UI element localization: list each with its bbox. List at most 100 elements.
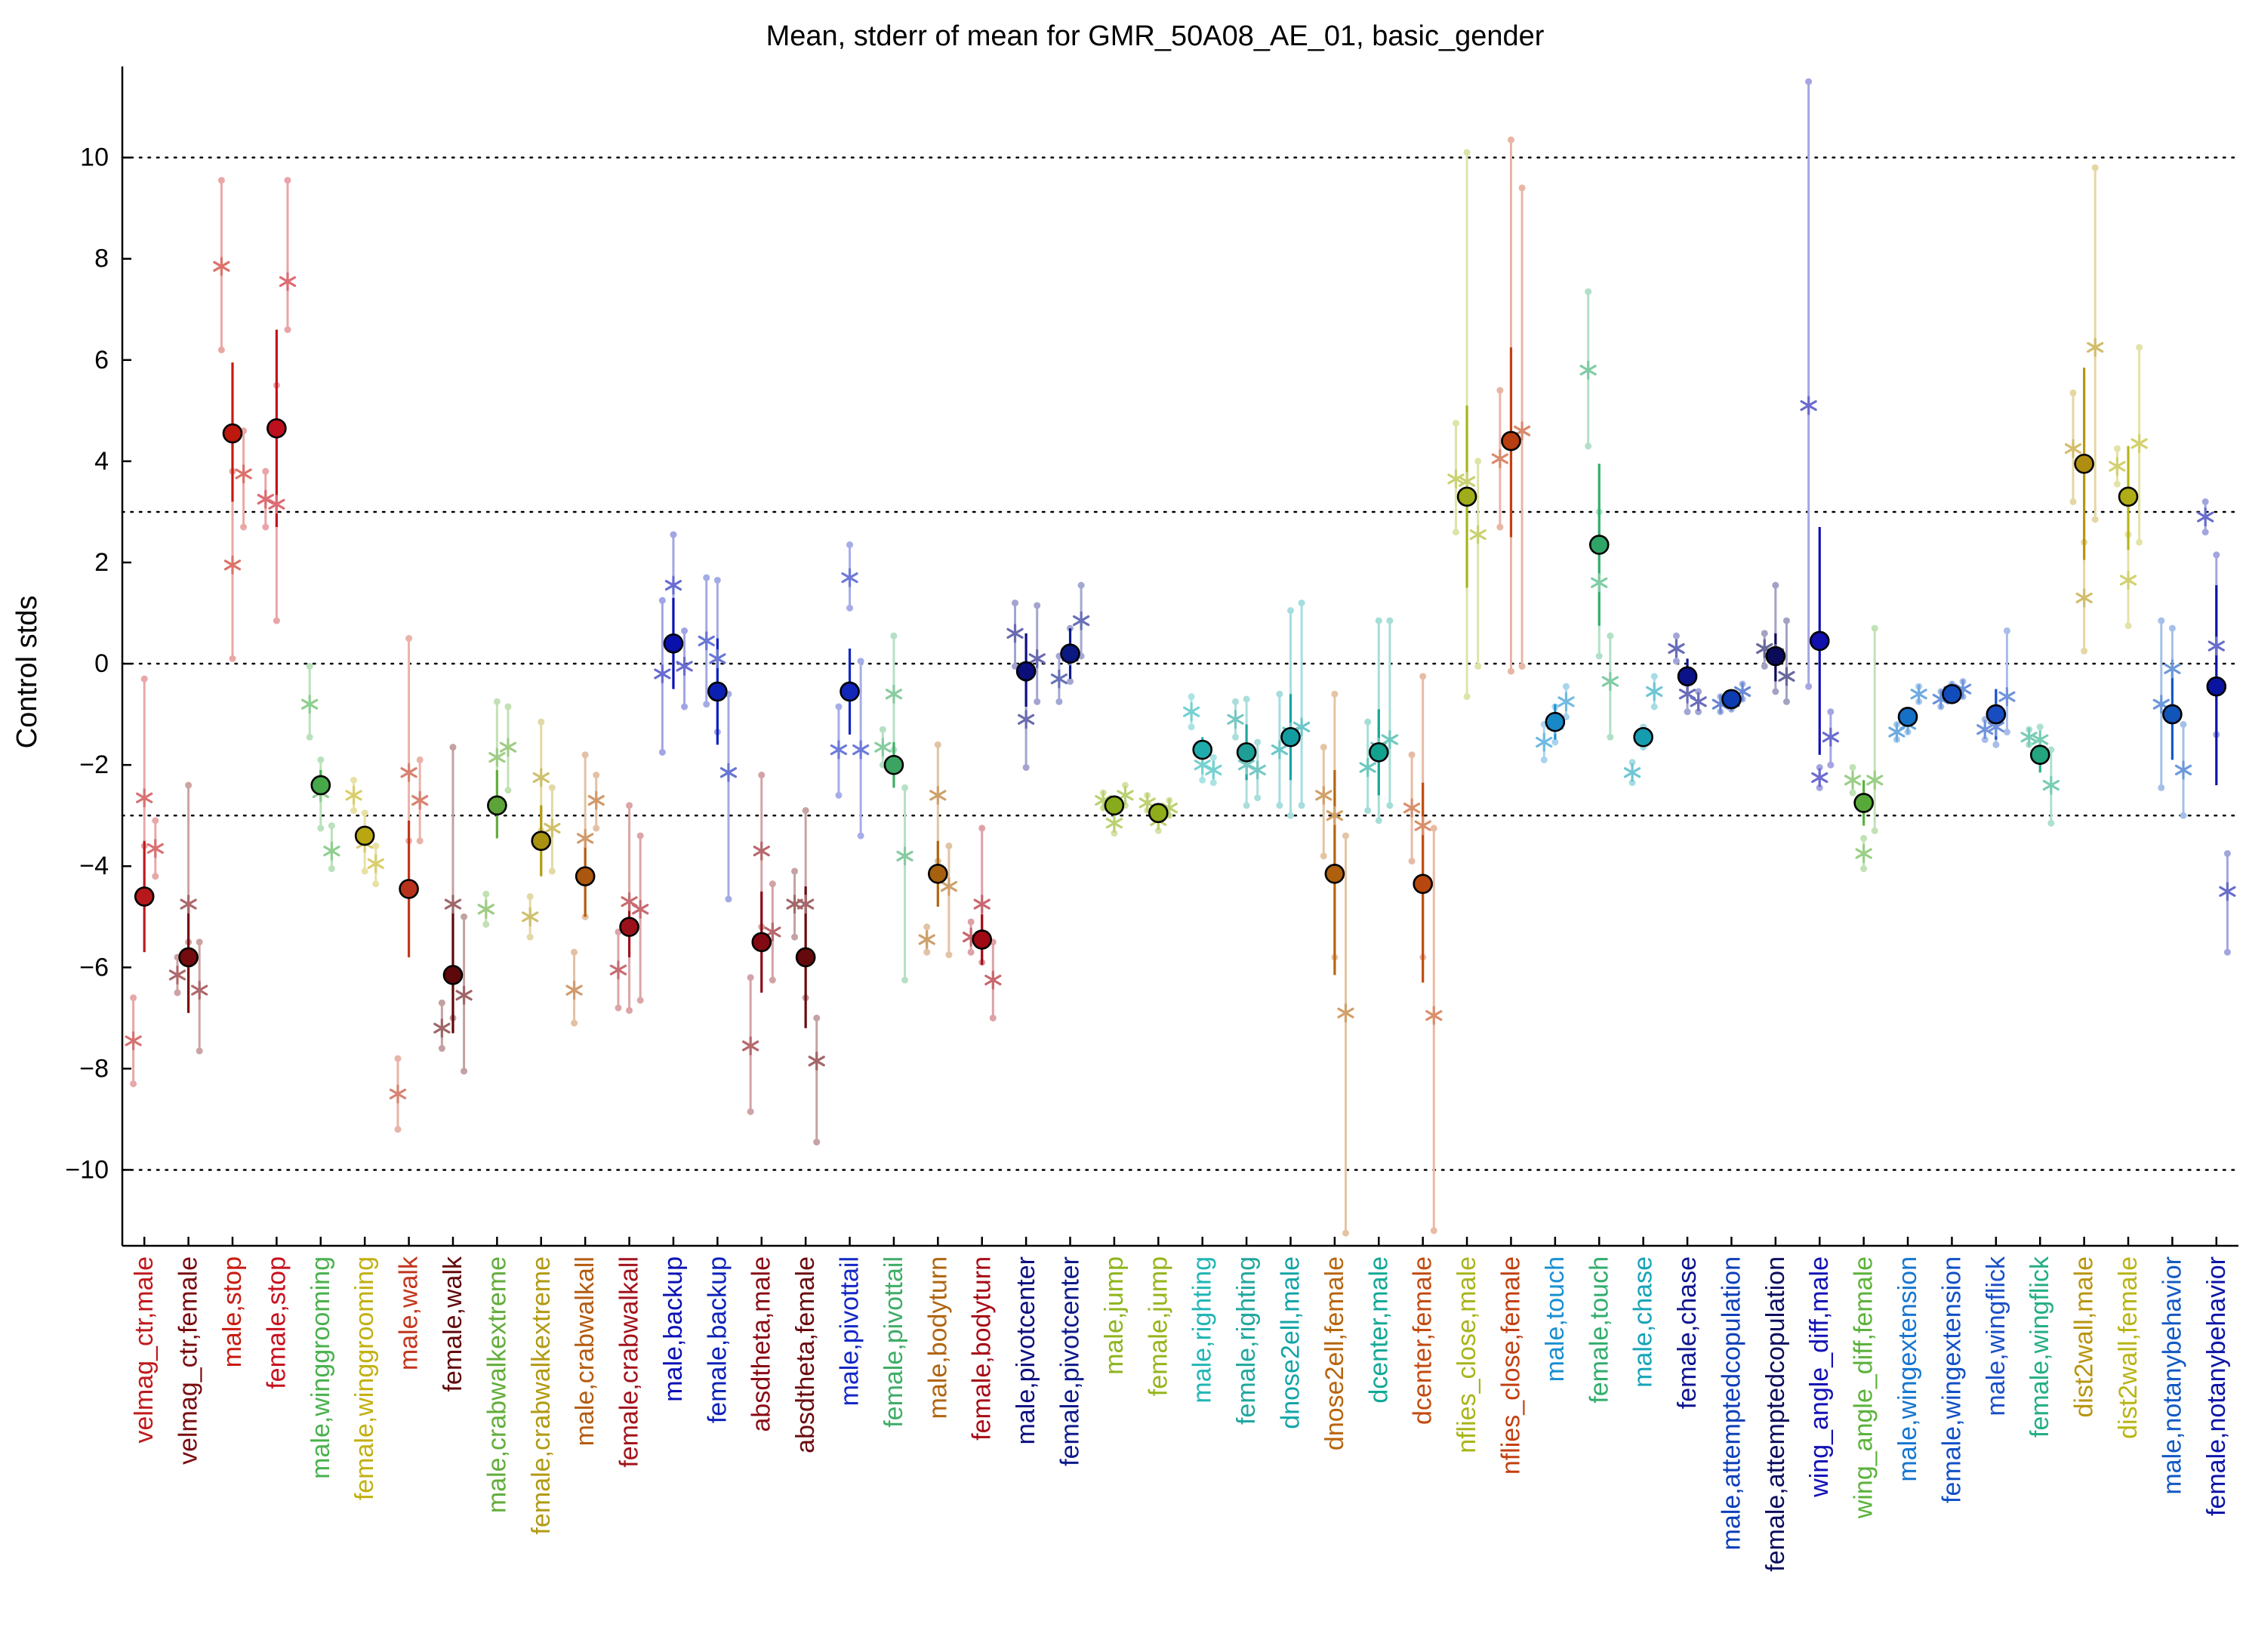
experiment-error-cap xyxy=(2136,538,2143,546)
experiment-star xyxy=(1855,843,1872,864)
experiment-error-cap xyxy=(1474,458,1482,465)
experiment-star xyxy=(279,272,297,291)
x-tick-label: male,pivotcenter xyxy=(1012,1256,1040,1444)
experiment-error-cap xyxy=(1320,744,1327,751)
experiment-star xyxy=(984,970,1002,990)
experiment-error-cap xyxy=(1463,693,1471,701)
experiment-star xyxy=(1447,469,1465,489)
experiment-error-cap xyxy=(262,467,270,475)
x-tick-label: male,winggrooming xyxy=(307,1256,335,1479)
experiment-star xyxy=(2197,507,2214,527)
mean-point xyxy=(442,965,464,985)
experiment-error-cap xyxy=(361,809,368,817)
experiment-error-cap xyxy=(1849,763,1856,771)
experiment-error-cap xyxy=(1375,817,1382,824)
experiment-error-cap xyxy=(372,880,380,888)
experiment-star xyxy=(1227,710,1244,729)
experiment-star xyxy=(664,575,682,595)
experiment-error-cap xyxy=(130,1080,137,1087)
experiment-star xyxy=(852,740,870,760)
experiment-error-cap xyxy=(1860,865,1868,873)
experiment-star xyxy=(1072,611,1090,630)
mean-point xyxy=(2162,704,2183,725)
experiment-error-cap xyxy=(725,895,732,903)
experiment-star xyxy=(1976,720,1994,739)
experiment-error-cap xyxy=(857,832,864,840)
mean-point xyxy=(1633,726,1653,747)
experiment-error-cap xyxy=(394,1055,402,1062)
experiment-star xyxy=(1998,687,2016,707)
experiment-error-cap xyxy=(185,781,193,789)
experiment-star xyxy=(621,892,638,911)
experiment-star xyxy=(2042,775,2060,795)
experiment-star xyxy=(213,257,230,276)
experiment-star xyxy=(1623,763,1641,782)
x-tick-label: female,crabwalkextreme xyxy=(527,1256,556,1534)
experiment-error-cap xyxy=(1695,708,1702,716)
mean-point xyxy=(1942,683,1962,704)
experiment-error-cap xyxy=(2223,948,2231,956)
experiment-error-cap xyxy=(1551,738,1559,746)
x-tick-label: female,bodyturn xyxy=(968,1256,997,1441)
experiment-error-cap xyxy=(504,703,512,710)
experiment-error-cap xyxy=(835,791,843,799)
mean-point xyxy=(707,681,728,702)
experiment-star xyxy=(1844,770,1862,790)
experiment-star xyxy=(323,841,340,861)
experiment-star xyxy=(1800,396,1817,415)
mean-point xyxy=(883,754,904,775)
x-tick-label: dcenter,male xyxy=(1364,1256,1393,1404)
experiment-error-cap xyxy=(670,531,677,538)
experiment-error-cap xyxy=(1585,442,1592,450)
mean-point xyxy=(795,947,816,968)
experiment-star xyxy=(1425,1006,1443,1025)
y-tick-label: 2 xyxy=(94,548,109,577)
experiment-error-cap xyxy=(438,1045,445,1053)
experiment-error-cap xyxy=(317,756,325,763)
experiment-error-cap xyxy=(1243,802,1250,809)
experiment-star xyxy=(719,763,738,782)
experiment-error-cap xyxy=(217,346,225,353)
experiment-error-cap xyxy=(2113,480,2121,488)
experiment-error-cap xyxy=(1276,802,1283,809)
mean-point xyxy=(1104,795,1125,816)
experiment-error-cap xyxy=(923,948,931,956)
experiment-error-cap xyxy=(2069,389,2077,396)
experiment-error-cap xyxy=(1408,751,1416,759)
experiment-star xyxy=(940,877,958,896)
experiment-star xyxy=(400,763,417,782)
x-tick-label: female,wingextension xyxy=(1937,1256,1966,1503)
experiment-star xyxy=(1646,682,1663,701)
experiment-error-cap xyxy=(2036,723,2044,731)
experiment-error-cap xyxy=(1860,834,1868,842)
x-tick-label: male,touch xyxy=(1541,1256,1570,1382)
experiment-error-cap xyxy=(262,523,270,531)
mean-point xyxy=(487,795,507,816)
experiment-error-cap xyxy=(482,920,490,928)
experiment-error-cap xyxy=(2003,729,2010,736)
experiment-star xyxy=(146,839,164,858)
experiment-error-cap xyxy=(1772,688,1779,695)
experiment-star xyxy=(577,828,594,848)
x-tick-label: male,notanybehavior xyxy=(2158,1256,2186,1495)
experiment-star xyxy=(2219,882,2236,902)
experiment-error-cap xyxy=(1628,759,1636,766)
experiment-error-cap xyxy=(791,933,799,941)
experiment-error-cap xyxy=(2047,819,2055,827)
experiment-error-cap xyxy=(835,703,843,710)
experiment-star xyxy=(973,894,991,914)
experiment-error-cap xyxy=(2180,721,2187,729)
experiment-star xyxy=(1591,573,1608,593)
experiment-error-cap xyxy=(1430,824,1437,832)
experiment-error-cap xyxy=(1761,662,1768,670)
experiment-error-cap xyxy=(1540,756,1548,763)
experiment-star xyxy=(168,965,186,985)
experiment-error-cap xyxy=(1364,806,1372,814)
x-tick-label: male,wingextension xyxy=(1893,1256,1922,1482)
mean-point xyxy=(619,917,639,937)
experiment-star xyxy=(1601,671,1619,692)
experiment-error-cap xyxy=(1364,718,1372,726)
experiment-star xyxy=(1315,785,1333,805)
experiment-error-cap xyxy=(1518,662,1526,670)
